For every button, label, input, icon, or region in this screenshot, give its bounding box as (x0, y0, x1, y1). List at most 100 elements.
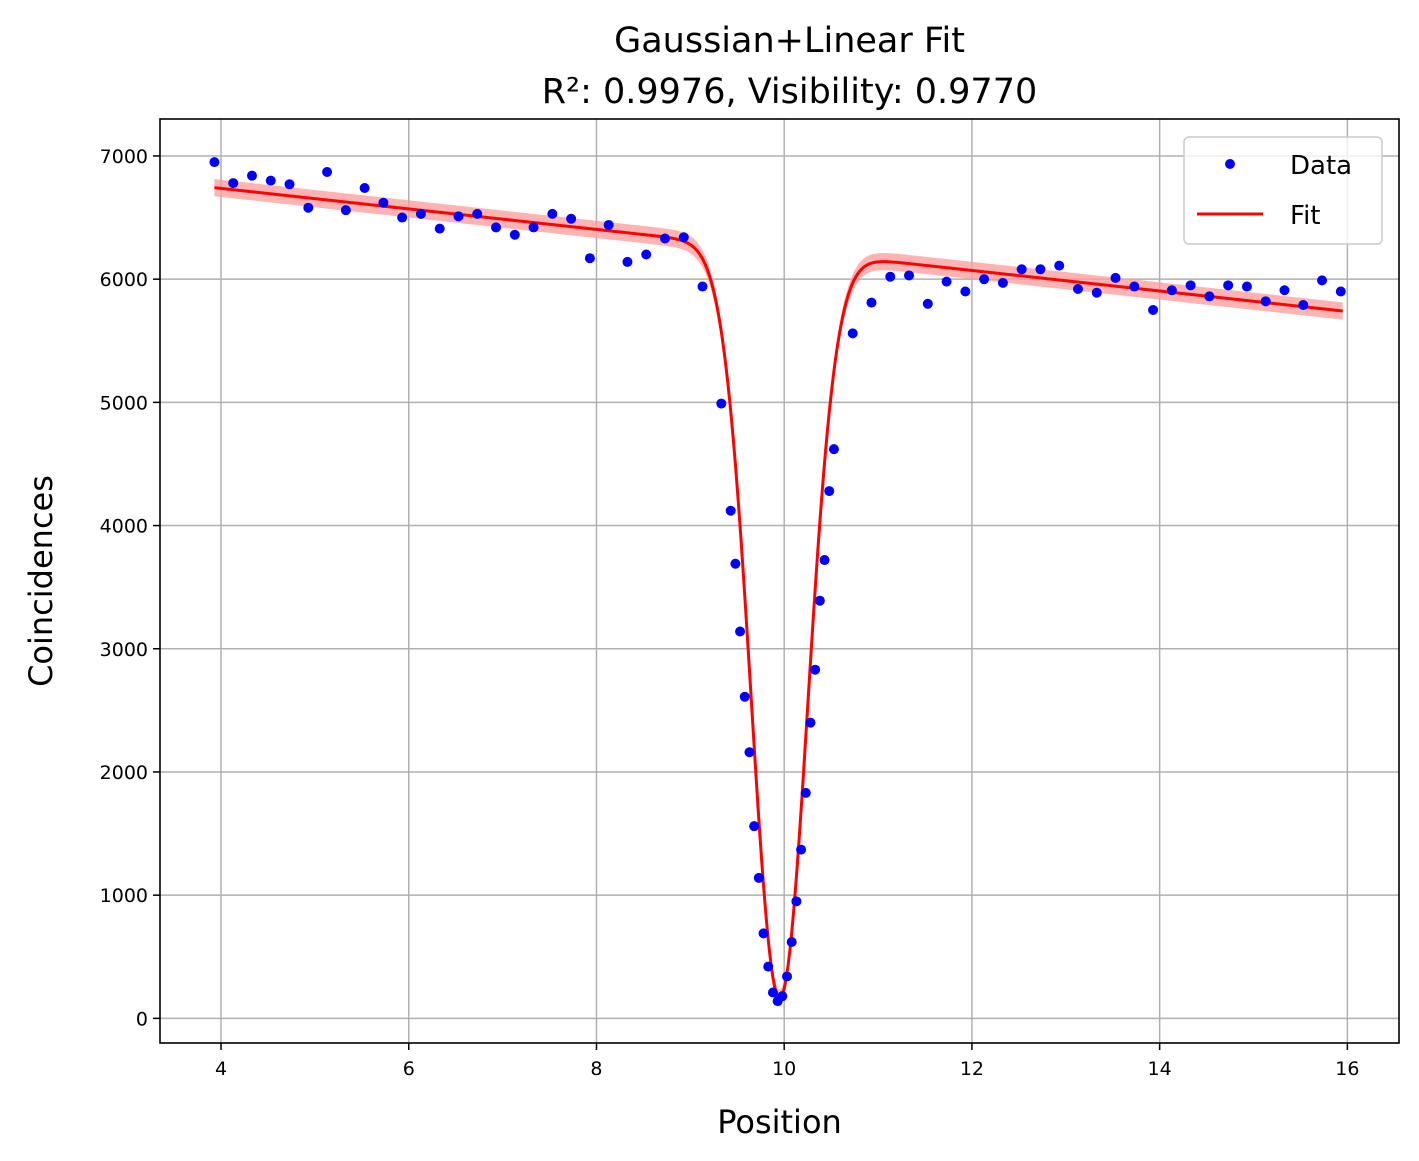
chart-subtitle: R²: 0.9976, Visibility: 0.9770 (542, 72, 1038, 112)
data-point (472, 208, 483, 219)
data-point (960, 286, 971, 297)
data-point (246, 170, 257, 181)
data-point (641, 249, 652, 260)
x-tick-label: 4 (215, 1058, 227, 1080)
x-axis-label: Position (717, 1103, 842, 1141)
data-point (584, 253, 595, 264)
chart-title-group: Gaussian+Linear Fit R²: 0.9976, Visibili… (542, 21, 1038, 112)
data-point (415, 208, 426, 219)
fit-line (214, 186, 1343, 1000)
data-point (1298, 300, 1309, 311)
data-point (453, 211, 464, 222)
data-point (509, 229, 520, 240)
data-point (359, 182, 370, 193)
y-tick-label: 1000 (100, 885, 148, 907)
data-point (824, 486, 835, 497)
data-point (1166, 285, 1177, 296)
fit-confidence-band-layer (214, 179, 1343, 1007)
data-point (228, 178, 239, 189)
data-point (697, 281, 708, 292)
data-point (800, 787, 811, 798)
data-point (847, 328, 858, 339)
data-point (622, 256, 633, 267)
data-point (678, 232, 689, 243)
axis-ticks: 4 6 8 10 12 14 16 0 1000 2000 3000 4000 5000 6000 7000 (100, 146, 1360, 1080)
data-point (810, 664, 821, 675)
data-point (1148, 304, 1159, 315)
data-point (763, 961, 774, 972)
data-point (753, 872, 764, 883)
data-point (979, 274, 990, 285)
y-tick-label: 0 (136, 1008, 148, 1030)
data-point (547, 208, 558, 219)
data-point (1260, 296, 1271, 307)
y-tick-label: 4000 (100, 516, 148, 538)
data-point (744, 747, 755, 758)
data-point (1110, 272, 1121, 283)
y-tick-label: 3000 (100, 639, 148, 661)
data-point (735, 626, 746, 637)
x-tick-label: 14 (1148, 1058, 1172, 1080)
legend-box (1183, 136, 1383, 245)
x-tick-label: 6 (403, 1058, 415, 1080)
data-point (730, 558, 741, 569)
data-point (786, 936, 797, 947)
x-tick-label: 16 (1335, 1058, 1359, 1080)
data-point (725, 505, 736, 516)
data-point (828, 444, 839, 455)
y-tick-label: 7000 (100, 146, 148, 168)
legend: Data Fit (1183, 136, 1383, 245)
data-point (767, 987, 778, 998)
y-tick-label: 5000 (100, 392, 148, 414)
legend-fit-label: Fit (1290, 201, 1320, 231)
y-tick-label: 6000 (100, 269, 148, 291)
data-point (209, 157, 220, 168)
grid-lines (160, 119, 1399, 1043)
data-point (758, 928, 769, 939)
data-point (739, 691, 750, 702)
data-point (1223, 280, 1234, 291)
data-point (814, 595, 825, 606)
x-tick-label: 10 (772, 1058, 796, 1080)
x-tick-label: 12 (960, 1058, 984, 1080)
data-point (777, 991, 788, 1002)
x-tick-label: 8 (590, 1058, 602, 1080)
data-point (1335, 286, 1346, 297)
data-point (1241, 281, 1252, 292)
data-point (303, 202, 314, 213)
data-point (659, 233, 670, 244)
fit-confidence-band (214, 179, 1343, 1007)
data-point (1279, 285, 1290, 296)
y-axis-label: Coincidences (22, 475, 60, 687)
data-point (819, 555, 830, 566)
data-point (265, 175, 276, 186)
data-point (791, 896, 802, 907)
data-point (1204, 291, 1215, 302)
data-point (1035, 264, 1046, 275)
data-point (1129, 281, 1140, 292)
data-point (904, 270, 915, 281)
data-point (1072, 284, 1083, 295)
data-point (805, 717, 816, 728)
data-point (603, 219, 614, 230)
data-point (566, 213, 577, 224)
data-point (397, 212, 408, 223)
data-point (322, 166, 333, 177)
data-point (749, 821, 760, 832)
data-point (1054, 260, 1065, 271)
y-tick-label: 2000 (100, 762, 148, 784)
chart-title: Gaussian+Linear Fit (614, 21, 965, 61)
data-point (491, 222, 502, 233)
fit-line-layer (214, 186, 1343, 1000)
data-points-layer (209, 157, 1346, 1007)
data-point (782, 971, 793, 982)
data-point (434, 223, 445, 234)
data-point (340, 205, 351, 216)
data-point (922, 298, 933, 309)
data-point (1185, 280, 1196, 291)
data-point (997, 277, 1008, 288)
data-point (716, 398, 727, 409)
data-point (796, 844, 807, 855)
data-point (284, 179, 295, 190)
